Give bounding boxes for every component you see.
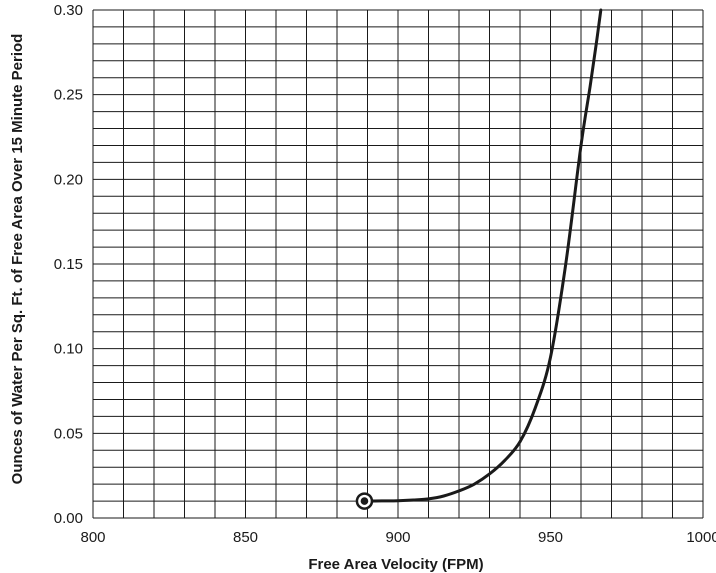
x-tick-label: 850 <box>233 529 258 546</box>
data-series <box>355 8 603 510</box>
y-tick-label: 0.25 <box>54 87 83 104</box>
start-point-marker <box>360 497 369 505</box>
x-tick-label: 900 <box>385 529 410 546</box>
x-tick-label: 950 <box>538 529 563 546</box>
y-tick-label: 0.10 <box>54 341 83 358</box>
y-axis-title: Ounces of Water Per Sq. Ft. of Free Area… <box>9 34 26 485</box>
series-line <box>362 8 603 503</box>
y-tick-label: 0.20 <box>54 171 83 188</box>
y-tick-label: 0.05 <box>54 425 83 442</box>
y-tick-label: 0.15 <box>54 256 83 273</box>
x-tick-label: 800 <box>80 529 105 546</box>
x-tick-label: 1000 <box>686 529 716 546</box>
x-axis-title: Free Area Velocity (FPM) <box>308 556 483 573</box>
y-axis-ticks: 0.00 0.05 0.10 0.15 0.20 0.25 0.30 <box>54 2 83 527</box>
grid <box>92 9 704 519</box>
y-tick-label: 0.00 <box>54 510 83 527</box>
x-axis-ticks: 800 850 900 950 1000 <box>80 529 716 546</box>
y-tick-label: 0.30 <box>54 2 83 19</box>
